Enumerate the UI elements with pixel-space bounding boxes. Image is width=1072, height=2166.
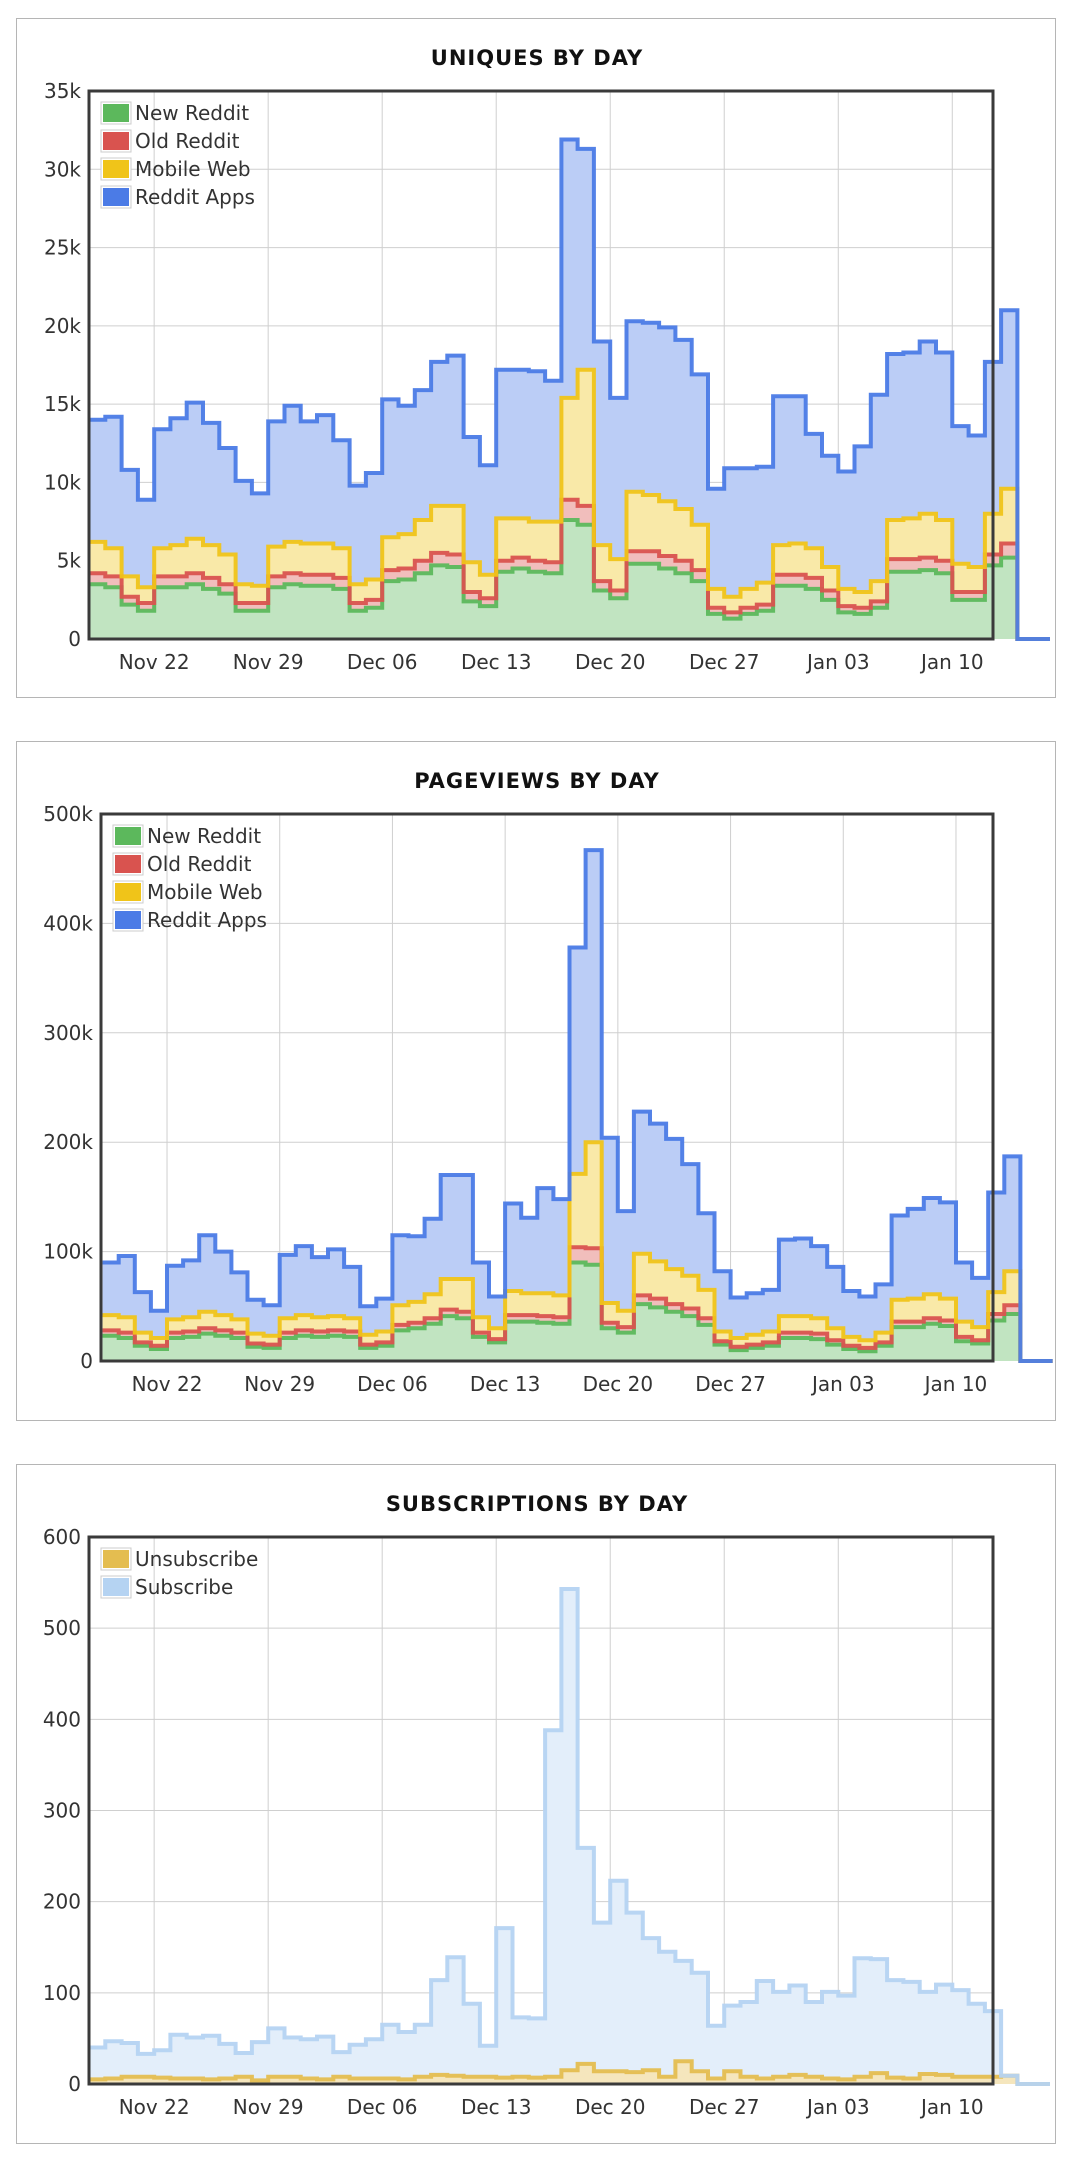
y-tick-label: 25k <box>44 236 81 260</box>
line-unsubscribe <box>89 2059 1050 2086</box>
x-tick-label: Dec 06 <box>357 1372 428 1396</box>
chart-title: SUBSCRIPTIONS BY DAY <box>386 1492 688 1516</box>
x-tick-label: Jan 03 <box>805 2095 870 2119</box>
chart-title: UNIQUES BY DAY <box>431 46 643 70</box>
y-tick-label: 600 <box>43 1525 81 1549</box>
area-subscribe <box>89 1589 1050 2084</box>
subscriptions-chart-panel: SUBSCRIPTIONS BY DAY 0 100 200 300 400 500 600 N… <box>16 1464 1056 2144</box>
x-tick-label: Nov 22 <box>132 1372 203 1396</box>
y-tick-label: 0 <box>68 2072 81 2096</box>
y-tick-label: 100 <box>43 1981 81 2005</box>
line-old-reddit <box>89 497 1050 641</box>
area-mobile-web <box>89 369 1050 639</box>
y-tick-label: 5k <box>57 549 82 573</box>
x-tick-label: Dec 06 <box>347 2095 418 2119</box>
legend-swatch-mobile-web <box>115 883 141 901</box>
x-tick-label: Nov 29 <box>244 1372 315 1396</box>
plot-frame <box>99 812 995 1363</box>
y-tick-label: 500k <box>43 802 93 826</box>
x-tick-label: Nov 29 <box>233 2095 304 2119</box>
x-tick-label: Jan 03 <box>805 650 870 674</box>
legend-swatch-old-reddit <box>103 132 129 150</box>
legend: Unsubscribe Subscribe <box>100 1547 258 1599</box>
line-subscribe <box>89 1587 1050 2086</box>
y-tick-label: 35k <box>44 79 81 103</box>
chart-title: PAGEVIEWS BY DAY <box>414 769 660 793</box>
legend: New Reddit Old Reddit Mobile Web Reddit App… <box>100 101 255 209</box>
plot-frame <box>87 1535 995 2086</box>
legend-label-reddit-apps: Reddit Apps <box>135 185 255 209</box>
x-tick-label: Jan 10 <box>923 1372 988 1396</box>
y-tick-label: 200k <box>43 1130 93 1154</box>
legend-swatch-new-reddit <box>103 104 129 122</box>
legend-swatch-mobile-web <box>103 160 129 178</box>
pageviews-chart: PAGEVIEWS BY DAY 0 100k 200k 300k 400k 500k Nov… <box>43 769 1053 1396</box>
y-tick-label: 300k <box>43 1021 93 1045</box>
legend-label-reddit-apps: Reddit Apps <box>147 908 267 932</box>
legend-label-old-reddit: Old Reddit <box>135 129 240 153</box>
legend-label-old-reddit: Old Reddit <box>147 852 252 876</box>
area-reddit-apps <box>102 850 1053 1361</box>
x-tick-label: Jan 10 <box>919 2095 984 2119</box>
x-tick-label: Nov 22 <box>119 650 190 674</box>
x-tick-label: Nov 22 <box>119 2095 190 2119</box>
y-tick-label: 400k <box>43 911 93 935</box>
y-tick-label: 400 <box>43 1707 81 1731</box>
plot-frame <box>87 89 995 641</box>
y-tick-label: 100k <box>43 1240 93 1264</box>
area-new-reddit <box>89 520 1050 639</box>
y-tick-label: 0 <box>68 627 81 651</box>
x-tick-label: Jan 03 <box>810 1372 875 1396</box>
y-tick-label: 500 <box>43 1616 81 1640</box>
x-tick-label: Dec 27 <box>689 650 760 674</box>
legend-label-mobile-web: Mobile Web <box>147 880 263 904</box>
y-tick-label: 0 <box>80 1349 93 1373</box>
legend-label-new-reddit: New Reddit <box>135 101 249 125</box>
area-old-reddit <box>102 1247 1053 1361</box>
legend-swatch-reddit-apps <box>115 911 141 929</box>
legend-swatch-new-reddit <box>115 827 141 845</box>
subscriptions-chart: SUBSCRIPTIONS BY DAY 0 100 200 300 400 500 600 N… <box>43 1492 1050 2119</box>
uniques-chart-panel: UNIQUES BY DAY 0 5k 10k 15k 20k 25k 30k 35k Nov 2… <box>16 18 1056 698</box>
area-mobile-web <box>102 1142 1053 1361</box>
x-tick-label: Dec 27 <box>695 1372 766 1396</box>
legend-label-subscribe: Subscribe <box>135 1575 233 1599</box>
pageviews-chart-panel: PAGEVIEWS BY DAY 0 100k 200k 300k 400k 500k Nov… <box>16 741 1056 1421</box>
x-tick-label: Dec 20 <box>575 2095 646 2119</box>
x-tick-label: Dec 20 <box>583 1372 654 1396</box>
legend-swatch-reddit-apps <box>103 188 129 206</box>
x-tick-label: Jan 10 <box>919 650 984 674</box>
legend: New Reddit Old Reddit Mobile Web Reddit App… <box>112 824 267 932</box>
y-tick-label: 30k <box>44 157 81 181</box>
x-tick-label: Dec 20 <box>575 650 646 674</box>
line-reddit-apps <box>89 137 1050 641</box>
x-tick-label: Dec 13 <box>461 2095 532 2119</box>
y-tick-label: 10k <box>44 470 81 494</box>
x-tick-label: Dec 13 <box>461 650 532 674</box>
line-reddit-apps <box>102 848 1053 1363</box>
y-tick-label: 200 <box>43 1890 81 1914</box>
legend-swatch-unsubscribe <box>103 1550 129 1568</box>
line-mobile-web <box>89 367 1050 641</box>
line-mobile-web <box>102 1140 1053 1363</box>
legend-label-new-reddit: New Reddit <box>147 824 261 848</box>
x-tick-label: Dec 06 <box>347 650 418 674</box>
uniques-chart: UNIQUES BY DAY 0 5k 10k 15k 20k 25k 30k 35k Nov 2… <box>44 46 1050 674</box>
legend-label-unsubscribe: Unsubscribe <box>135 1547 258 1571</box>
y-tick-label: 20k <box>44 314 81 338</box>
x-tick-label: Dec 13 <box>470 1372 541 1396</box>
legend-swatch-subscribe <box>103 1578 129 1596</box>
y-tick-label: 300 <box>43 1799 81 1823</box>
area-reddit-apps <box>89 139 1050 639</box>
legend-label-mobile-web: Mobile Web <box>135 157 251 181</box>
y-tick-label: 15k <box>44 392 81 416</box>
x-tick-label: Nov 29 <box>233 650 304 674</box>
legend-swatch-old-reddit <box>115 855 141 873</box>
x-tick-label: Dec 27 <box>689 2095 760 2119</box>
